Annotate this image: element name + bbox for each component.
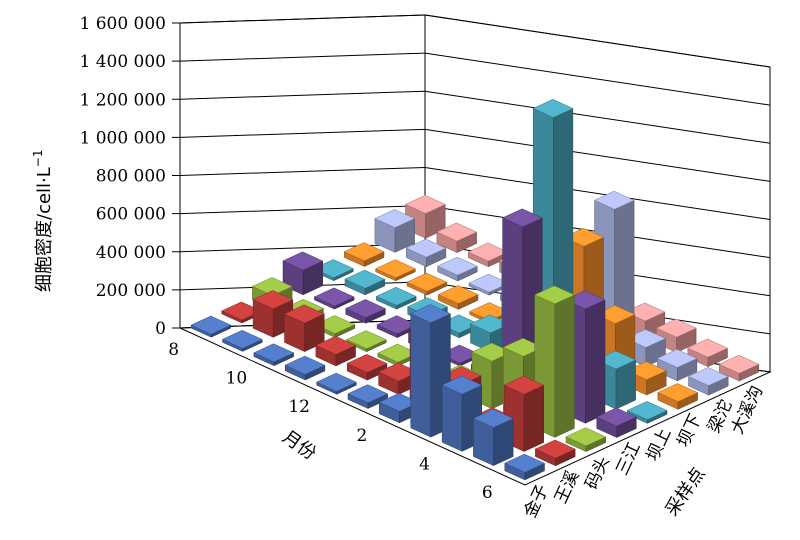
bar <box>375 286 417 310</box>
y-tick-label: 0 <box>155 319 166 339</box>
bar <box>344 269 386 296</box>
bar <box>687 367 729 396</box>
bar <box>253 343 295 367</box>
gridline <box>172 90 771 144</box>
bar <box>313 259 354 282</box>
x-tick-label: 2 <box>356 426 367 446</box>
bar <box>503 375 545 452</box>
bar <box>405 238 447 268</box>
x-tick-label: 4 <box>419 454 430 474</box>
y-axis-ticks: 0 200 000 400 000 600 000 800 000 1 000 000 1 … <box>79 14 166 339</box>
bar <box>316 372 357 395</box>
bar <box>437 285 479 310</box>
x-tick-label: 6 <box>482 483 493 503</box>
bar <box>346 354 388 381</box>
bar <box>657 383 699 410</box>
z-tick-label: 码头 <box>582 453 614 492</box>
bar <box>718 354 760 382</box>
x-tick-label: 10 <box>226 369 248 389</box>
bar <box>347 384 389 409</box>
y-tick-label: 600 000 <box>96 205 166 225</box>
y-tick-label: 400 000 <box>96 243 166 263</box>
gridline <box>172 128 771 182</box>
bar <box>315 335 357 367</box>
z-tick-label: 坝下 <box>673 411 705 450</box>
z-tick-label: 坝上 <box>643 425 675 464</box>
bar <box>314 315 356 338</box>
bar <box>283 304 325 352</box>
bar <box>378 392 420 424</box>
bar <box>375 259 416 282</box>
z-tick-label: 金子 <box>520 482 552 521</box>
bar <box>534 439 576 467</box>
x-tick-label: 8 <box>168 340 179 360</box>
bar <box>626 401 668 424</box>
chart-bars <box>190 99 760 481</box>
bar <box>374 209 416 253</box>
bar <box>190 315 232 338</box>
bar <box>687 338 729 368</box>
bar <box>345 330 387 353</box>
y-tick-label: 1 200 000 <box>79 90 166 110</box>
y-tick-label: 1 000 000 <box>79 128 166 148</box>
bar <box>596 407 637 438</box>
bar <box>534 285 576 438</box>
x-axis-ticks: 8 10 12 2 4 6 <box>168 340 492 503</box>
y-tick-label: 1 400 000 <box>79 52 166 72</box>
bar <box>656 349 698 382</box>
bar <box>284 355 326 381</box>
gridline <box>172 14 771 68</box>
y-tick-label: 800 000 <box>96 167 166 187</box>
bar <box>313 287 355 310</box>
z-axis-label: 采样点 <box>661 464 709 520</box>
x-tick-label: 12 <box>288 397 310 417</box>
y-tick-label: 1 600 000 <box>79 14 166 34</box>
bar <box>655 318 697 353</box>
bar <box>436 256 478 282</box>
x-axis-label: 月份 <box>278 427 320 465</box>
bar <box>221 330 263 352</box>
bar <box>436 222 478 253</box>
z-tick-label: 三江 <box>612 439 644 478</box>
bar <box>406 272 448 296</box>
bar <box>504 453 546 481</box>
y-axis-label: 细胞密度/cell·L−1 <box>31 150 55 293</box>
y-tick-label: 200 000 <box>96 281 166 301</box>
bar <box>345 299 386 324</box>
bar <box>376 315 418 338</box>
gridline <box>172 52 771 106</box>
bar <box>343 242 385 267</box>
bar <box>472 409 514 466</box>
gridline <box>172 167 771 220</box>
bar <box>625 361 667 396</box>
z-tick-label: 王溪 <box>551 467 583 506</box>
bar <box>565 427 607 452</box>
